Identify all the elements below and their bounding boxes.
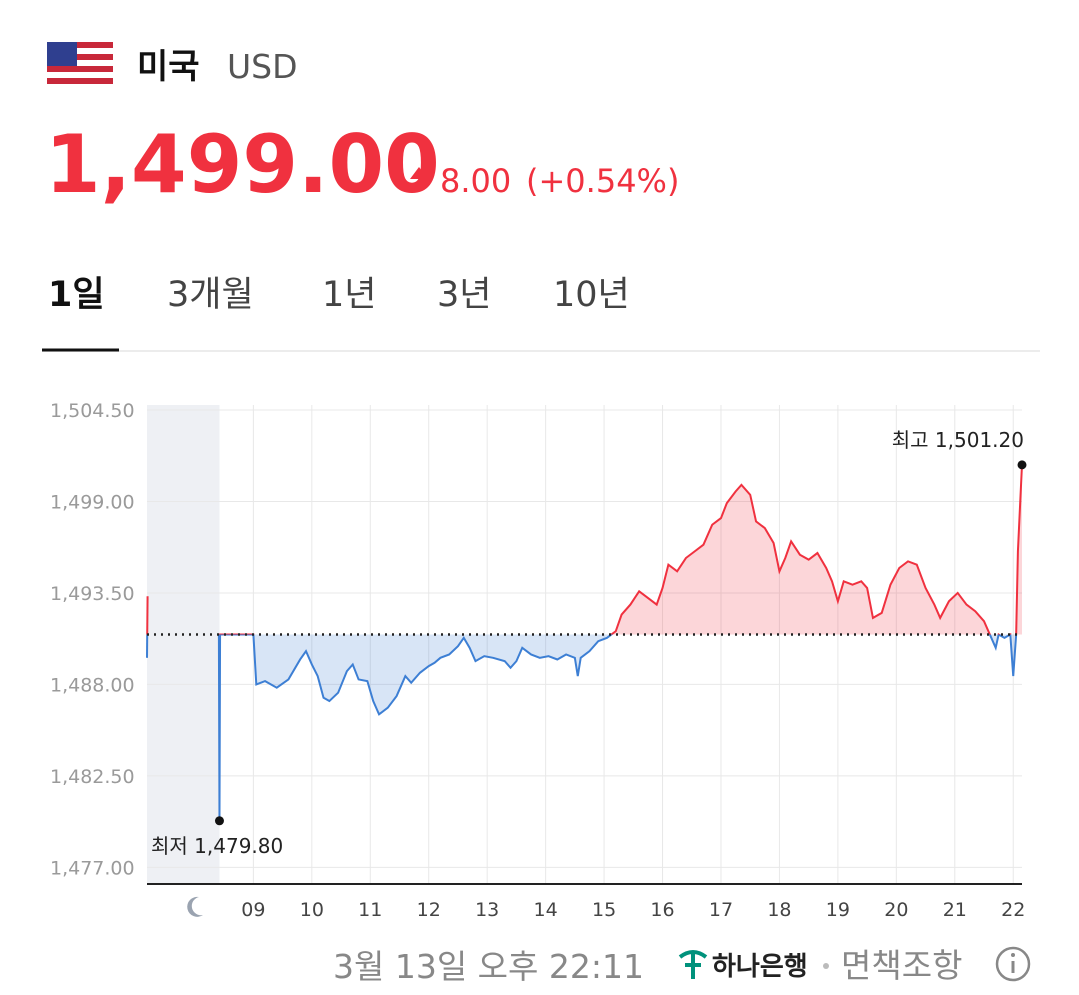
tab[interactable]: 3년 (437, 275, 491, 315)
change-pct: (+0.54%) (526, 162, 679, 200)
y-tick-label: 1,482.50 (50, 766, 135, 788)
timestamp: 3월 13일 오후 22:11 (333, 947, 644, 986)
country: 미국 (137, 47, 200, 87)
x-tick-label: 18 (767, 899, 791, 921)
x-tick-label: 20 (884, 899, 908, 921)
y-tick-label: 1,477.00 (50, 857, 135, 879)
bank-name: 하나은행 (712, 952, 808, 982)
x-tick-label: 14 (534, 899, 558, 921)
x-tick-label: 15 (592, 899, 616, 921)
extreme-point (1017, 460, 1027, 470)
y-tick-label: 1,488.00 (50, 674, 135, 696)
dot-separator (823, 963, 829, 969)
x-tick-label: 19 (826, 899, 850, 921)
extreme-label: 최저 1,479.80 (151, 834, 283, 858)
tab[interactable]: 3개월 (167, 275, 254, 315)
night-band (147, 405, 220, 884)
extreme-point (214, 816, 224, 826)
price-line (146, 634, 149, 658)
extreme-label: 최고 1,501.20 (892, 428, 1024, 452)
x-tick-label: 21 (943, 899, 967, 921)
x-tick-label: 09 (241, 899, 265, 921)
y-tick-label: 1,504.50 (50, 400, 135, 422)
us-flag (47, 42, 113, 84)
tab[interactable]: 10년 (553, 275, 630, 315)
area (611, 464, 1022, 635)
price-line (218, 464, 1023, 635)
x-tick-label: 16 (650, 899, 674, 921)
x-tick-label: 17 (709, 899, 733, 921)
currency-code: USD (227, 47, 298, 86)
price: 1,499.00 (45, 118, 440, 211)
info-icon[interactable] (995, 946, 1031, 982)
x-tick-label: 13 (475, 899, 499, 921)
chart: 1,504.50 1,499.00 1,493.50 1,488.00 1,482.50… (50, 400, 1027, 921)
x-tick-label: 10 (300, 899, 324, 921)
tab[interactable]: 1년 (322, 275, 376, 315)
price-line (146, 596, 149, 635)
night-icon (187, 896, 203, 917)
disclaimer[interactable]: 면책조항 (841, 946, 962, 985)
tab[interactable]: 1일 (48, 275, 105, 315)
price-line (217, 634, 1018, 821)
y-tick-label: 1,499.00 (50, 491, 135, 513)
x-tick-label: 12 (417, 899, 441, 921)
x-tick-label: 11 (358, 899, 382, 921)
change: 8.00 (440, 162, 511, 200)
x-tick-label: 22 (1001, 899, 1025, 921)
period-tabs: 1일 3개월 1년 3년 10년 (48, 275, 630, 315)
area (218, 634, 1022, 821)
bank-logo (678, 950, 708, 979)
up-arrow (410, 167, 428, 179)
y-tick-label: 1,493.50 (50, 583, 135, 605)
